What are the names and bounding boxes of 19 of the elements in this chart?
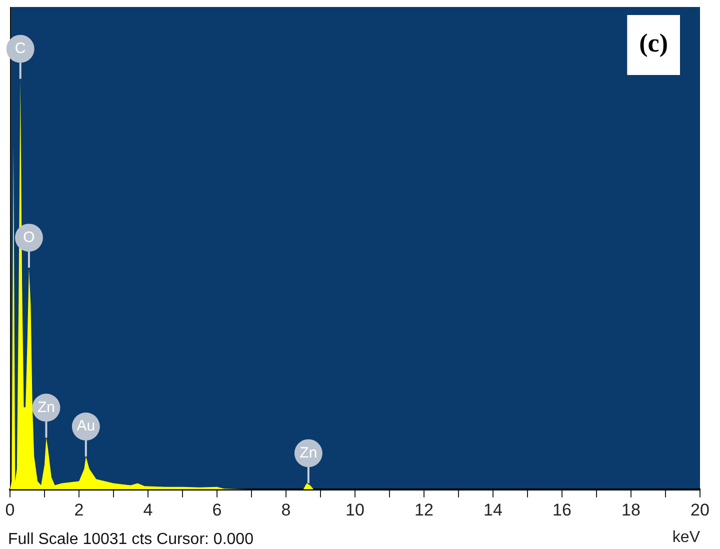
x-tick-label: 14 (484, 500, 502, 520)
x-axis-title: keV (672, 528, 700, 546)
annotation: Zn (37, 398, 55, 416)
annotation: C (14, 40, 26, 57)
x-tick-label: 10 (346, 500, 364, 520)
x-tick-label: 2 (74, 500, 84, 520)
x-tick-label: 0 (5, 500, 15, 520)
annotation: Zn (300, 444, 318, 462)
x-tick-label: 6 (212, 500, 222, 520)
x-tick-label: 16 (552, 500, 572, 520)
x-tick-label: 18 (622, 500, 640, 520)
x-tick-label: 12 (414, 500, 434, 520)
annotation: Au (76, 418, 96, 435)
x-tick-label: 4 (143, 500, 153, 520)
text: (c) (639, 28, 668, 58)
x-tick-label: 8 (281, 500, 291, 520)
text: Full Scale 10031 cts Cursor: 0.000 (8, 531, 254, 548)
annotation: O (23, 228, 35, 246)
x-tick-label: 20 (690, 500, 710, 520)
